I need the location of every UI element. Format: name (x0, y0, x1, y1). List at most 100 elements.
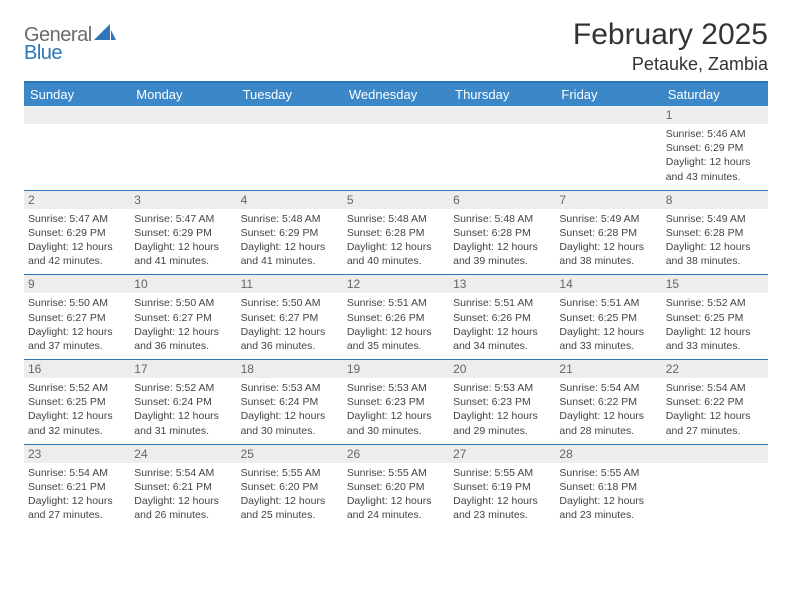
day-line: Daylight: 12 hours (28, 326, 113, 338)
day-text: Sunrise: 5:47 AMSunset: 6:29 PMDaylight:… (134, 212, 232, 269)
day-line: Sunset: 6:21 PM (28, 481, 106, 493)
day-line: and 24 minutes. (347, 509, 422, 521)
day-line: Daylight: 12 hours (241, 410, 326, 422)
day-line: Daylight: 12 hours (453, 326, 538, 338)
day-line: Sunrise: 5:50 AM (28, 297, 108, 309)
day-number (343, 106, 449, 124)
calendar-page: General February 2025 Petauke, Zambia Bl… (0, 0, 792, 612)
day-line: Daylight: 12 hours (347, 241, 432, 253)
week-row: 16Sunrise: 5:52 AMSunset: 6:25 PMDayligh… (24, 360, 768, 445)
dow-row: Sunday Monday Tuesday Wednesday Thursday… (24, 83, 768, 106)
day-line: Daylight: 12 hours (28, 241, 113, 253)
day-line: Daylight: 12 hours (28, 495, 113, 507)
day-line: Daylight: 12 hours (241, 241, 326, 253)
day-cell (449, 106, 555, 190)
day-line: Sunset: 6:26 PM (347, 312, 425, 324)
header: General February 2025 Petauke, Zambia (24, 18, 768, 75)
day-number: 12 (343, 275, 449, 293)
day-line: Sunset: 6:23 PM (453, 396, 531, 408)
day-line: Sunrise: 5:50 AM (241, 297, 321, 309)
day-line: Sunset: 6:26 PM (453, 312, 531, 324)
day-line: Sunrise: 5:54 AM (28, 467, 108, 479)
day-line: Sunset: 6:27 PM (241, 312, 319, 324)
day-text: Sunrise: 5:49 AMSunset: 6:28 PMDaylight:… (559, 212, 657, 269)
day-cell (662, 444, 768, 528)
day-number: 10 (130, 275, 236, 293)
dow-thursday: Thursday (449, 83, 555, 106)
day-text: Sunrise: 5:53 AMSunset: 6:23 PMDaylight:… (453, 381, 551, 438)
dow-monday: Monday (130, 83, 236, 106)
week-row: 23 Sunrise: 5:54 AM Sunset: 6:21 PM Dayligh… (24, 444, 768, 528)
day-line: Sunset: 6:25 PM (559, 312, 637, 324)
day-line: Daylight: 12 hours (347, 495, 432, 507)
day-line: Daylight: 12 hours (453, 241, 538, 253)
day-line: Sunset: 6:21 PM (134, 481, 212, 493)
day-text: Sunrise: 5:50 AMSunset: 6:27 PMDaylight:… (134, 296, 232, 353)
day-cell: 4Sunrise: 5:48 AMSunset: 6:29 PMDaylight… (237, 190, 343, 275)
day-line: and 41 minutes. (134, 255, 209, 267)
day-line: and 43 minutes. (666, 171, 741, 183)
day-number: 14 (555, 275, 661, 293)
day-number: 15 (662, 275, 768, 293)
day-text: Sunrise: 5:55 AMSunset: 6:19 PMDaylight:… (453, 466, 551, 523)
day-line: Sunrise: 5:52 AM (666, 297, 746, 309)
day-text: Sunrise: 5:46 AMSunset: 6:29 PMDaylight:… (666, 127, 764, 184)
day-cell: 6Sunrise: 5:48 AMSunset: 6:28 PMDaylight… (449, 190, 555, 275)
dow-sunday: Sunday (24, 83, 130, 106)
day-cell (130, 106, 236, 190)
day-line: Sunset: 6:20 PM (347, 481, 425, 493)
day-line: Sunset: 6:28 PM (666, 227, 744, 239)
day-line: Daylight: 12 hours (134, 241, 219, 253)
day-line: Daylight: 12 hours (347, 326, 432, 338)
day-line: Sunrise: 5:52 AM (134, 382, 214, 394)
day-line: Sunset: 6:28 PM (453, 227, 531, 239)
day-number: 25 (237, 445, 343, 463)
day-number: 18 (237, 360, 343, 378)
day-line: and 26 minutes. (134, 509, 209, 521)
day-number (662, 445, 768, 463)
day-line: and 31 minutes. (134, 425, 209, 437)
day-text: Sunrise: 5:50 AMSunset: 6:27 PMDaylight:… (241, 296, 339, 353)
day-text: Sunrise: 5:55 AMSunset: 6:18 PMDaylight:… (559, 466, 657, 523)
day-line: and 36 minutes. (134, 340, 209, 352)
day-line: and 33 minutes. (666, 340, 741, 352)
day-number: 5 (343, 191, 449, 209)
day-text: Sunrise: 5:48 AMSunset: 6:29 PMDaylight:… (241, 212, 339, 269)
day-line: Daylight: 12 hours (559, 326, 644, 338)
day-line: Sunrise: 5:49 AM (666, 213, 746, 225)
day-line: Sunrise: 5:54 AM (134, 467, 214, 479)
day-line: Sunrise: 5:55 AM (347, 467, 427, 479)
day-line: Sunset: 6:23 PM (347, 396, 425, 408)
day-line: Sunset: 6:28 PM (347, 227, 425, 239)
day-text: Sunrise: 5:53 AMSunset: 6:24 PMDaylight:… (241, 381, 339, 438)
day-line: and 38 minutes. (559, 255, 634, 267)
day-line: and 34 minutes. (453, 340, 528, 352)
day-line: Daylight: 12 hours (241, 495, 326, 507)
day-number: 23 (24, 445, 130, 463)
day-cell: 1Sunrise: 5:46 AMSunset: 6:29 PMDaylight… (662, 106, 768, 190)
day-cell (555, 106, 661, 190)
day-line: Sunset: 6:24 PM (134, 396, 212, 408)
day-cell: 5Sunrise: 5:48 AMSunset: 6:28 PMDaylight… (343, 190, 449, 275)
day-line: Sunset: 6:22 PM (666, 396, 744, 408)
day-text: Sunrise: 5:54 AMSunset: 6:22 PMDaylight:… (666, 381, 764, 438)
day-cell: 8Sunrise: 5:49 AMSunset: 6:28 PMDaylight… (662, 190, 768, 275)
title-block: February 2025 Petauke, Zambia (573, 18, 768, 75)
day-cell: 17Sunrise: 5:52 AMSunset: 6:24 PMDayligh… (130, 360, 236, 445)
day-text: Sunrise: 5:47 AMSunset: 6:29 PMDaylight:… (28, 212, 126, 269)
day-line: Sunset: 6:22 PM (559, 396, 637, 408)
day-line: Sunrise: 5:46 AM (666, 128, 746, 140)
day-cell: 10 Sunrise: 5:50 AMSunset: 6:27 PMDayligh… (130, 275, 236, 360)
day-line: Daylight: 12 hours (134, 495, 219, 507)
weeks-body: 1Sunrise: 5:46 AMSunset: 6:29 PMDaylight… (24, 106, 768, 528)
day-number (24, 106, 130, 124)
day-line: and 25 minutes. (241, 509, 316, 521)
week-row: 1Sunrise: 5:46 AMSunset: 6:29 PMDaylight… (24, 106, 768, 190)
day-number: 6 (449, 191, 555, 209)
day-cell: 11Sunrise: 5:50 AMSunset: 6:27 PMDayligh… (237, 275, 343, 360)
day-line: Sunset: 6:19 PM (453, 481, 531, 493)
day-line: Sunrise: 5:54 AM (559, 382, 639, 394)
day-line: Daylight: 12 hours (453, 495, 538, 507)
day-cell: 12Sunrise: 5:51 AMSunset: 6:26 PMDayligh… (343, 275, 449, 360)
day-line: and 36 minutes. (241, 340, 316, 352)
